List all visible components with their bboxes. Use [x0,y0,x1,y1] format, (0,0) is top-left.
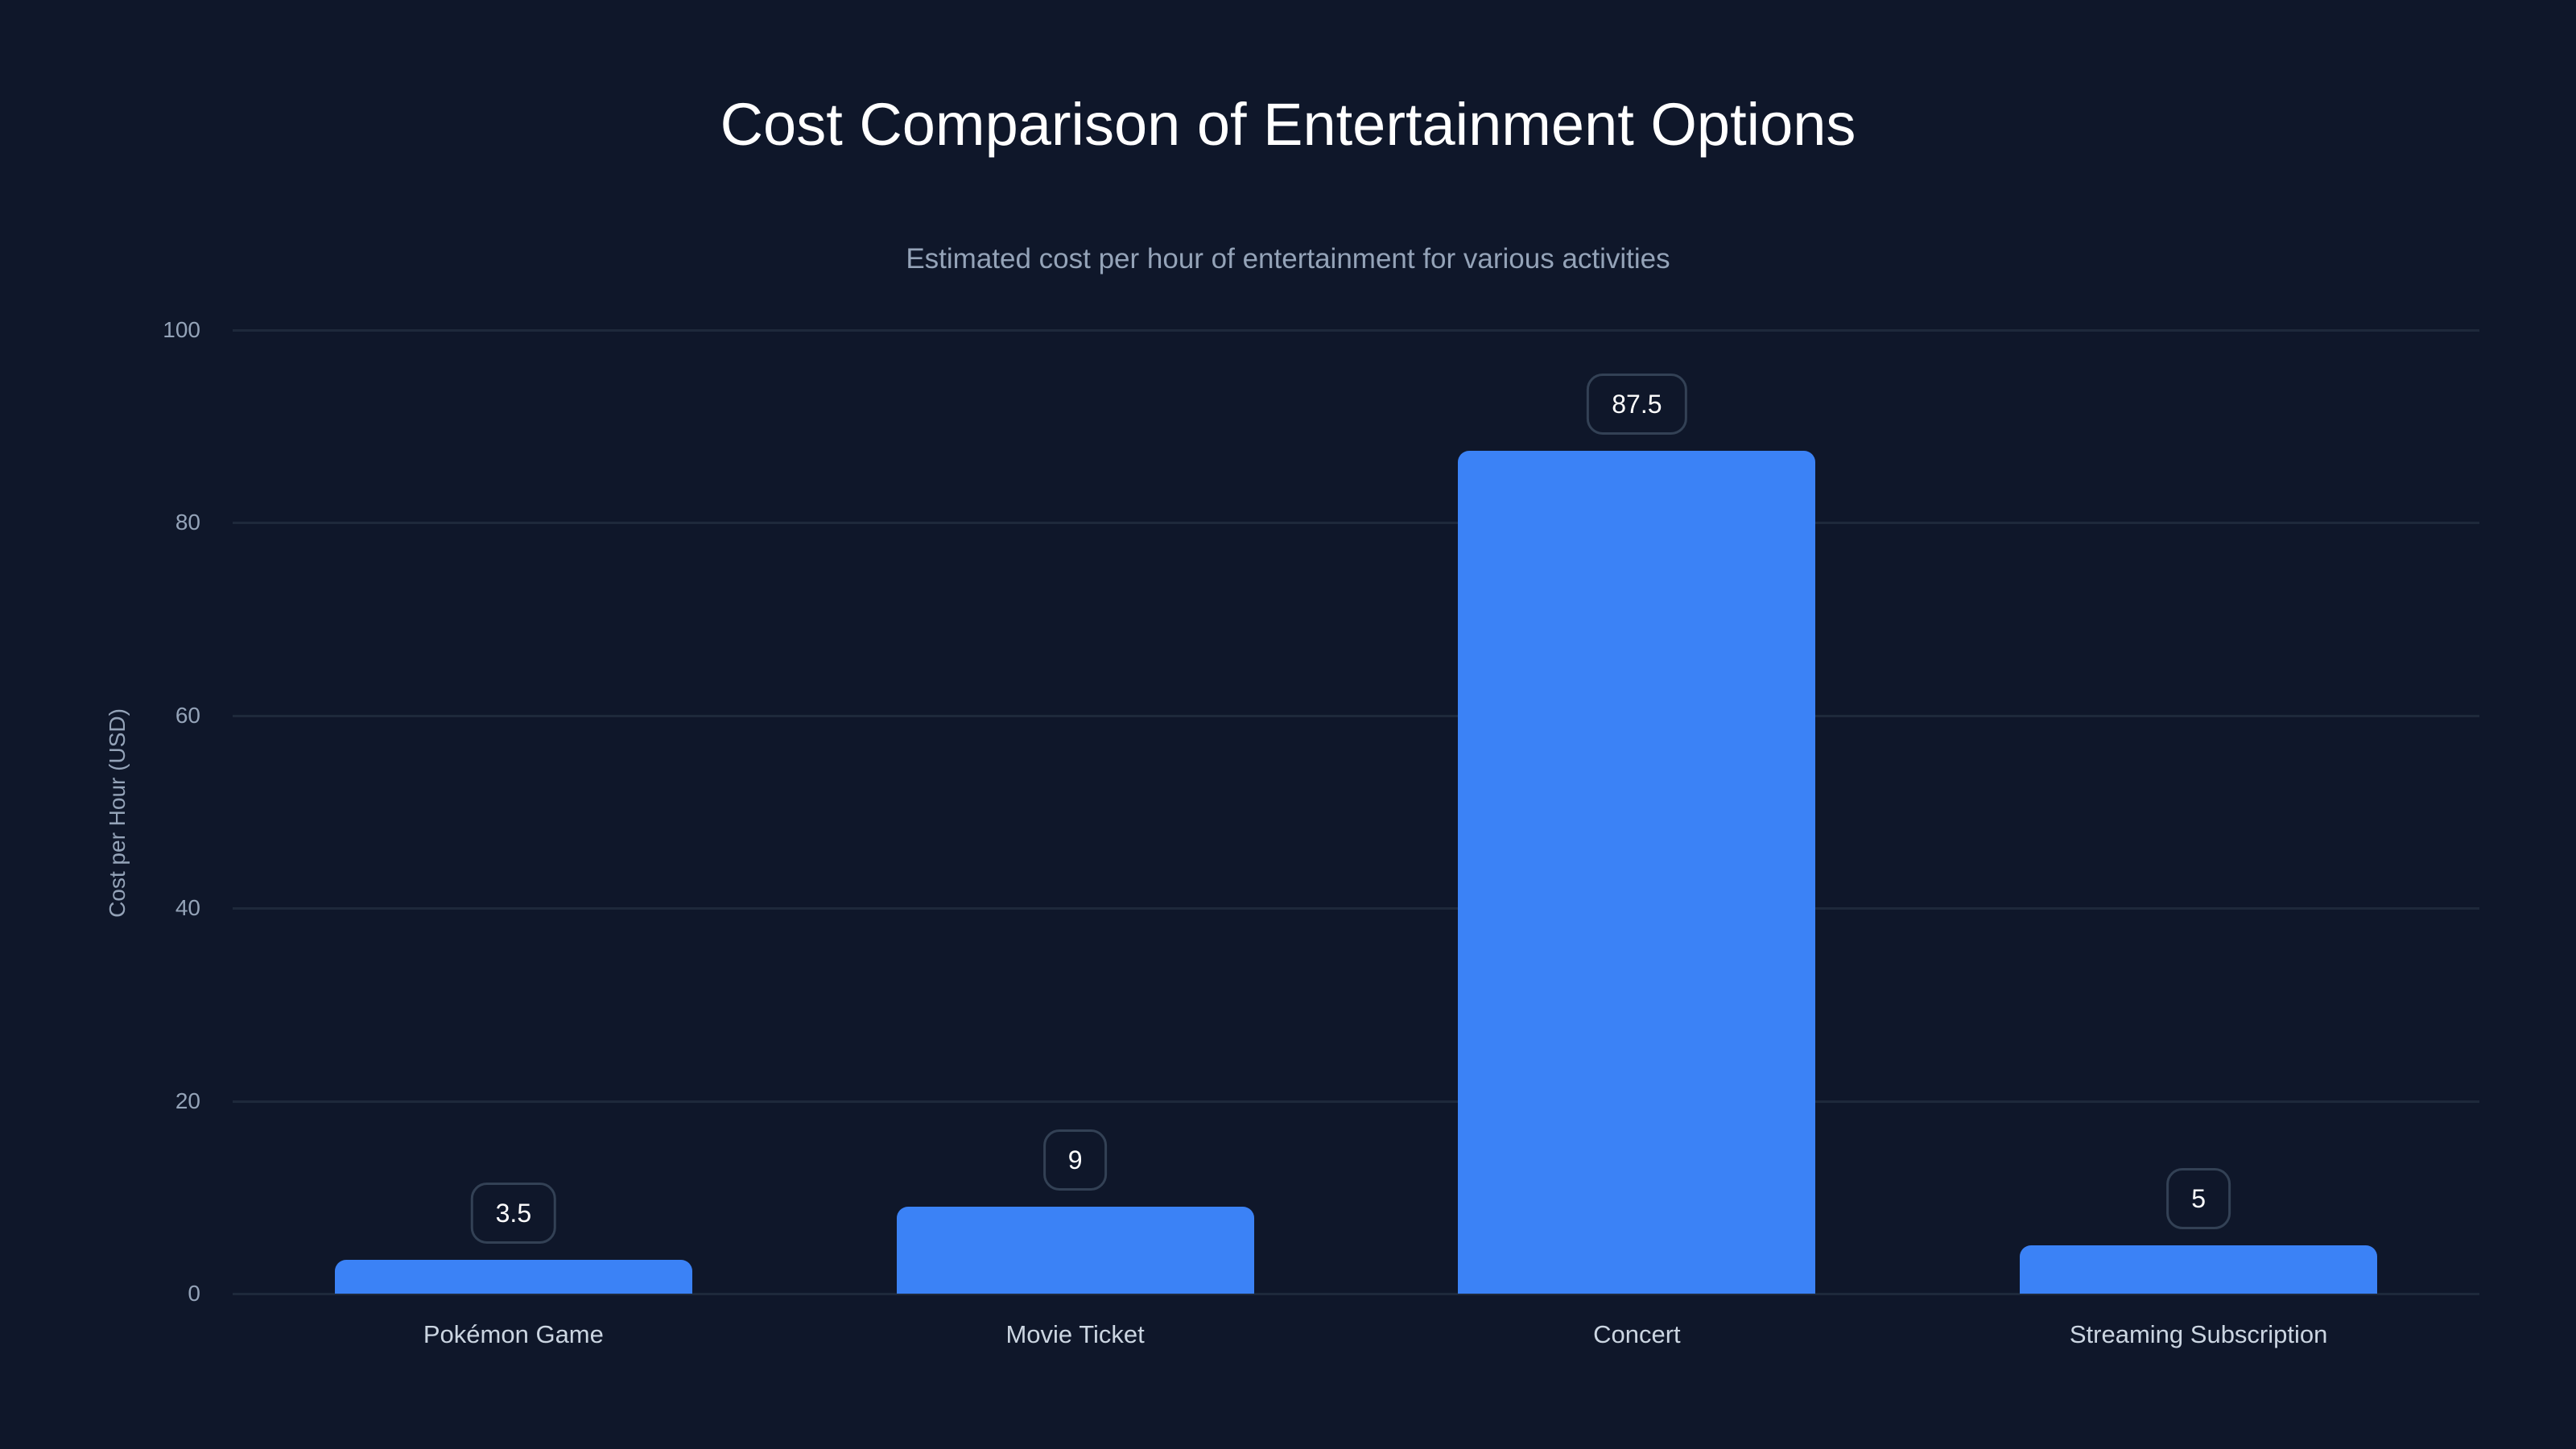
y-tick-label: 80 [175,510,200,535]
y-tick-label: 60 [175,702,200,728]
y-tick-label: 100 [163,317,200,342]
gridline [233,522,2479,525]
bar-value-label: 3.5 [470,1183,557,1245]
chart-title: Cost Comparison of Entertainment Options [720,91,1856,158]
gridline [233,1293,2479,1295]
x-category-label: Concert [1593,1320,1681,1348]
bar-value-label: 5 [2166,1168,2231,1230]
bar[interactable] [896,1207,1254,1294]
chart-subtitle: Estimated cost per hour of entertainment… [906,243,1670,275]
gridline [233,329,2479,332]
bar[interactable] [334,1260,692,1294]
bar[interactable] [1458,450,1816,1294]
y-tick-label: 20 [175,1088,200,1113]
x-category-label: Streaming Subscription [2069,1320,2328,1348]
gridline [233,907,2479,910]
x-category-label: Pokémon Game [423,1320,604,1348]
bar[interactable] [2020,1245,2378,1294]
x-category-label: Movie Ticket [1005,1320,1145,1348]
plot-area [233,329,2479,1295]
bar-value-label: 87.5 [1587,373,1687,435]
gridline [233,714,2479,717]
y-tick-label: 40 [175,895,200,921]
y-tick-label: 0 [188,1281,200,1306]
bar-value-label: 9 [1042,1129,1108,1191]
y-axis-label: Cost per Hour (USD) [105,708,130,918]
gridline [233,1100,2479,1103]
